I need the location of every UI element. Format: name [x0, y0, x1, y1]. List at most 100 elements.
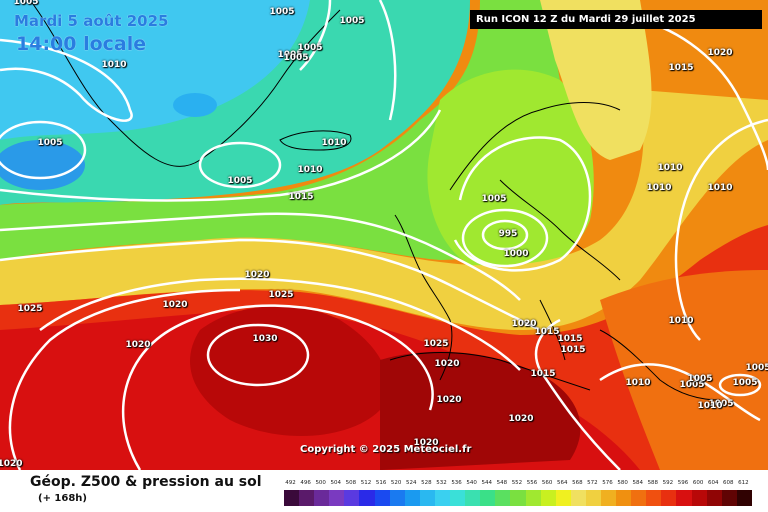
- isobar-label: 1015: [668, 63, 694, 73]
- isobar-label: 1000: [503, 249, 529, 259]
- scale-tick-label: 500: [315, 480, 326, 486]
- scale-tick-label: 572: [587, 480, 598, 486]
- scale-tick-label: 608: [723, 480, 734, 486]
- isobar-label: 1025: [268, 290, 294, 300]
- scale-tick-label: 552: [511, 480, 523, 486]
- isobar-label: 1015: [560, 345, 586, 355]
- scale-tick-label: 596: [677, 480, 689, 486]
- isobar-label: 1020: [434, 359, 460, 369]
- isobar-label: 1005: [297, 43, 323, 53]
- weather-map: [0, 0, 768, 470]
- scale-tick-label: 564: [556, 480, 568, 486]
- isobar-label: 1020: [511, 319, 537, 329]
- forecast-step: (+ 168h): [38, 493, 87, 504]
- blue-patch: [173, 93, 217, 117]
- yellow-band: [0, 90, 768, 330]
- scale-tick-label: 504: [330, 480, 342, 486]
- isobar-label: 1005: [227, 176, 253, 186]
- scale-swatch: [600, 490, 617, 506]
- isobar-label: 1005: [481, 194, 507, 204]
- scale-tick-label: 496: [300, 480, 311, 486]
- isobar-label: 1020: [0, 459, 23, 469]
- cyan-field: [0, 0, 310, 140]
- isobar-label: 1005: [687, 374, 713, 384]
- scale-swatch: [555, 490, 571, 506]
- scale-tick-label: 584: [632, 480, 643, 486]
- scale-swatch: [450, 490, 466, 506]
- isobar-label: 1005: [37, 138, 63, 148]
- high-core-field: [190, 306, 388, 437]
- scale-swatch: [314, 490, 330, 506]
- copyright-text: Copyright © 2025 Meteociel.fr: [300, 444, 472, 455]
- isobar-label: 1005: [13, 0, 39, 7]
- isobar-label: 1005: [339, 16, 365, 26]
- scale-tick-label: 604: [707, 480, 719, 486]
- scale-swatch: [736, 490, 752, 506]
- color-scale-ticks: 492 496 500 504 508 512 516 520 524 528 532 536 540 5…: [284, 480, 752, 489]
- scale-swatch: [540, 490, 556, 506]
- scale-swatch: [721, 490, 737, 506]
- isobar-label: 1020: [707, 48, 733, 58]
- scale-swatch: [359, 490, 375, 506]
- scale-swatch: [374, 490, 390, 506]
- green-band: [0, 0, 564, 260]
- scale-tick-label: 540: [466, 480, 477, 486]
- scale-tick-label: 548: [496, 480, 508, 486]
- forecast-time: 14:00 locale: [16, 33, 147, 55]
- scale-tick-label: 544: [481, 480, 493, 486]
- scale-tick-label: 580: [617, 480, 628, 486]
- isobar-label: 1010: [668, 316, 694, 326]
- scale-swatch: [389, 490, 405, 506]
- scale-tick-label: 528: [421, 480, 432, 486]
- scale-tick-label: 612: [738, 480, 749, 486]
- isobar-label: 1020: [162, 300, 188, 310]
- scale-swatch: [691, 490, 707, 506]
- coastlines: [29, 0, 721, 401]
- scale-tick-label: 556: [526, 480, 538, 486]
- scale-swatch: [465, 490, 481, 506]
- east-orange-field: [600, 270, 768, 470]
- color-scale-bar: [284, 490, 752, 506]
- run-banner: Run ICON 12 Z du Mardi 29 juillet 2025: [470, 10, 762, 29]
- pale-yellow-ridge: [540, 0, 652, 160]
- isobar-label: 1005: [277, 50, 303, 60]
- scale-swatch: [631, 490, 647, 506]
- scale-tick-label: 536: [451, 480, 462, 486]
- scale-swatch: [344, 490, 360, 506]
- scale-swatch: [510, 490, 526, 506]
- isobar-label: 1030: [252, 334, 278, 344]
- isobar-label: 1010: [101, 60, 127, 70]
- scale-tick-label: 508: [345, 480, 357, 486]
- isobar-label: 1005: [732, 378, 758, 388]
- scale-tick-label: 576: [602, 480, 613, 486]
- isobar-label: 1020: [508, 414, 534, 424]
- scale-swatch: [419, 490, 435, 506]
- isobar-label: 1015: [557, 334, 583, 344]
- isobar-label: 1015: [534, 327, 560, 337]
- scale-swatch: [585, 490, 601, 506]
- isobar-label: 1010: [297, 165, 323, 175]
- scale-swatch: [676, 490, 692, 506]
- scale-tick-label: 520: [390, 480, 402, 486]
- isobar-label: 1020: [413, 438, 439, 448]
- isobar-label: 1010: [646, 183, 672, 193]
- scale-swatch: [495, 490, 511, 506]
- scale-swatch: [284, 490, 300, 506]
- scale-swatch: [404, 490, 420, 506]
- isobar-label: 1005: [708, 399, 734, 409]
- scale-tick-label: 512: [360, 480, 372, 486]
- isobar-label: 1020: [436, 395, 462, 405]
- isobar-label: 1015: [288, 192, 314, 202]
- isobar-label: 995: [498, 229, 518, 239]
- isobar-label: 1010: [625, 378, 651, 388]
- scale-tick-label: 516: [375, 480, 387, 486]
- scale-swatch: [434, 490, 451, 506]
- isobar-label: 1010: [697, 401, 723, 411]
- isobar-label: 1020: [244, 270, 270, 280]
- scale-swatch: [661, 490, 677, 506]
- scale-swatch: [646, 490, 662, 506]
- isobar-label: 1010: [707, 183, 733, 193]
- scale-swatch: [706, 490, 722, 506]
- scale-tick-label: 588: [647, 480, 659, 486]
- scale-swatch: [570, 490, 586, 506]
